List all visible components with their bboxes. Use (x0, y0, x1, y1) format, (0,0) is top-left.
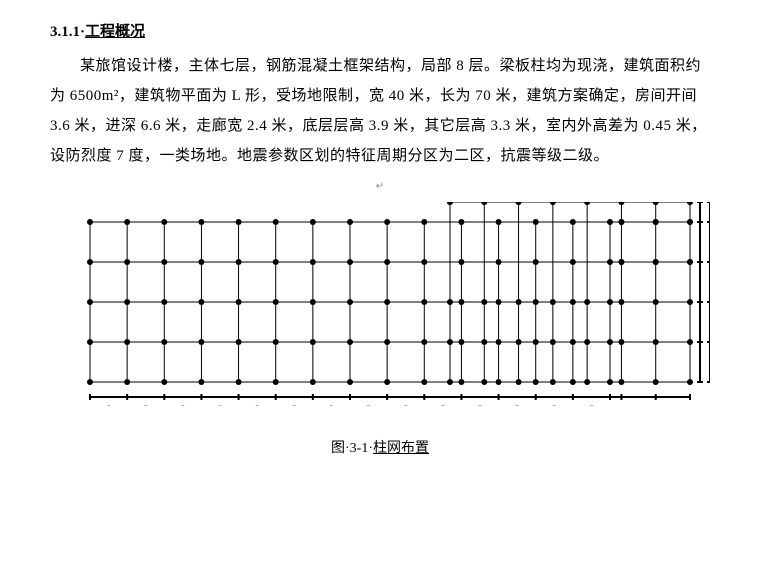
svg-text:‒: ‒ (255, 403, 260, 409)
svg-text:‒: ‒ (403, 403, 408, 409)
svg-text:‒: ‒ (440, 403, 445, 409)
paragraph-marker: ↵ (50, 181, 710, 192)
figure-caption: 图·3-1·柱网布置 (50, 437, 710, 457)
caption-number: 3-1 (350, 441, 369, 456)
column-grid-diagram: ‒ ‒ ‒ ‒ ‒ ‒ ‒ ‒ ‒ ‒ ‒ ‒ ‒ ‒ (50, 202, 710, 432)
svg-text:‒: ‒ (366, 403, 371, 409)
heading-number: 3.1.1 (50, 24, 80, 40)
svg-text:‒: ‒ (478, 403, 483, 409)
svg-text:‒: ‒ (218, 403, 223, 409)
section-heading: 3.1.1·工程概况 (50, 20, 710, 41)
caption-prefix: 图 (331, 441, 345, 456)
heading-title: 工程概况 (85, 24, 145, 40)
svg-text:‒: ‒ (106, 403, 111, 409)
svg-text:‒: ‒ (515, 403, 520, 409)
svg-text:‒: ‒ (329, 403, 334, 409)
svg-text:‒: ‒ (292, 403, 297, 409)
svg-text:‒: ‒ (180, 403, 185, 409)
svg-text:‒: ‒ (143, 403, 148, 409)
svg-text:‒: ‒ (589, 403, 594, 409)
body-paragraph: 某旅馆设计楼，主体七层，钢筋混凝土框架结构，局部 8 层。梁板柱均为现浇，建筑面… (50, 51, 710, 171)
svg-text:‒: ‒ (552, 403, 557, 409)
caption-title: 柱网布置 (373, 441, 429, 456)
